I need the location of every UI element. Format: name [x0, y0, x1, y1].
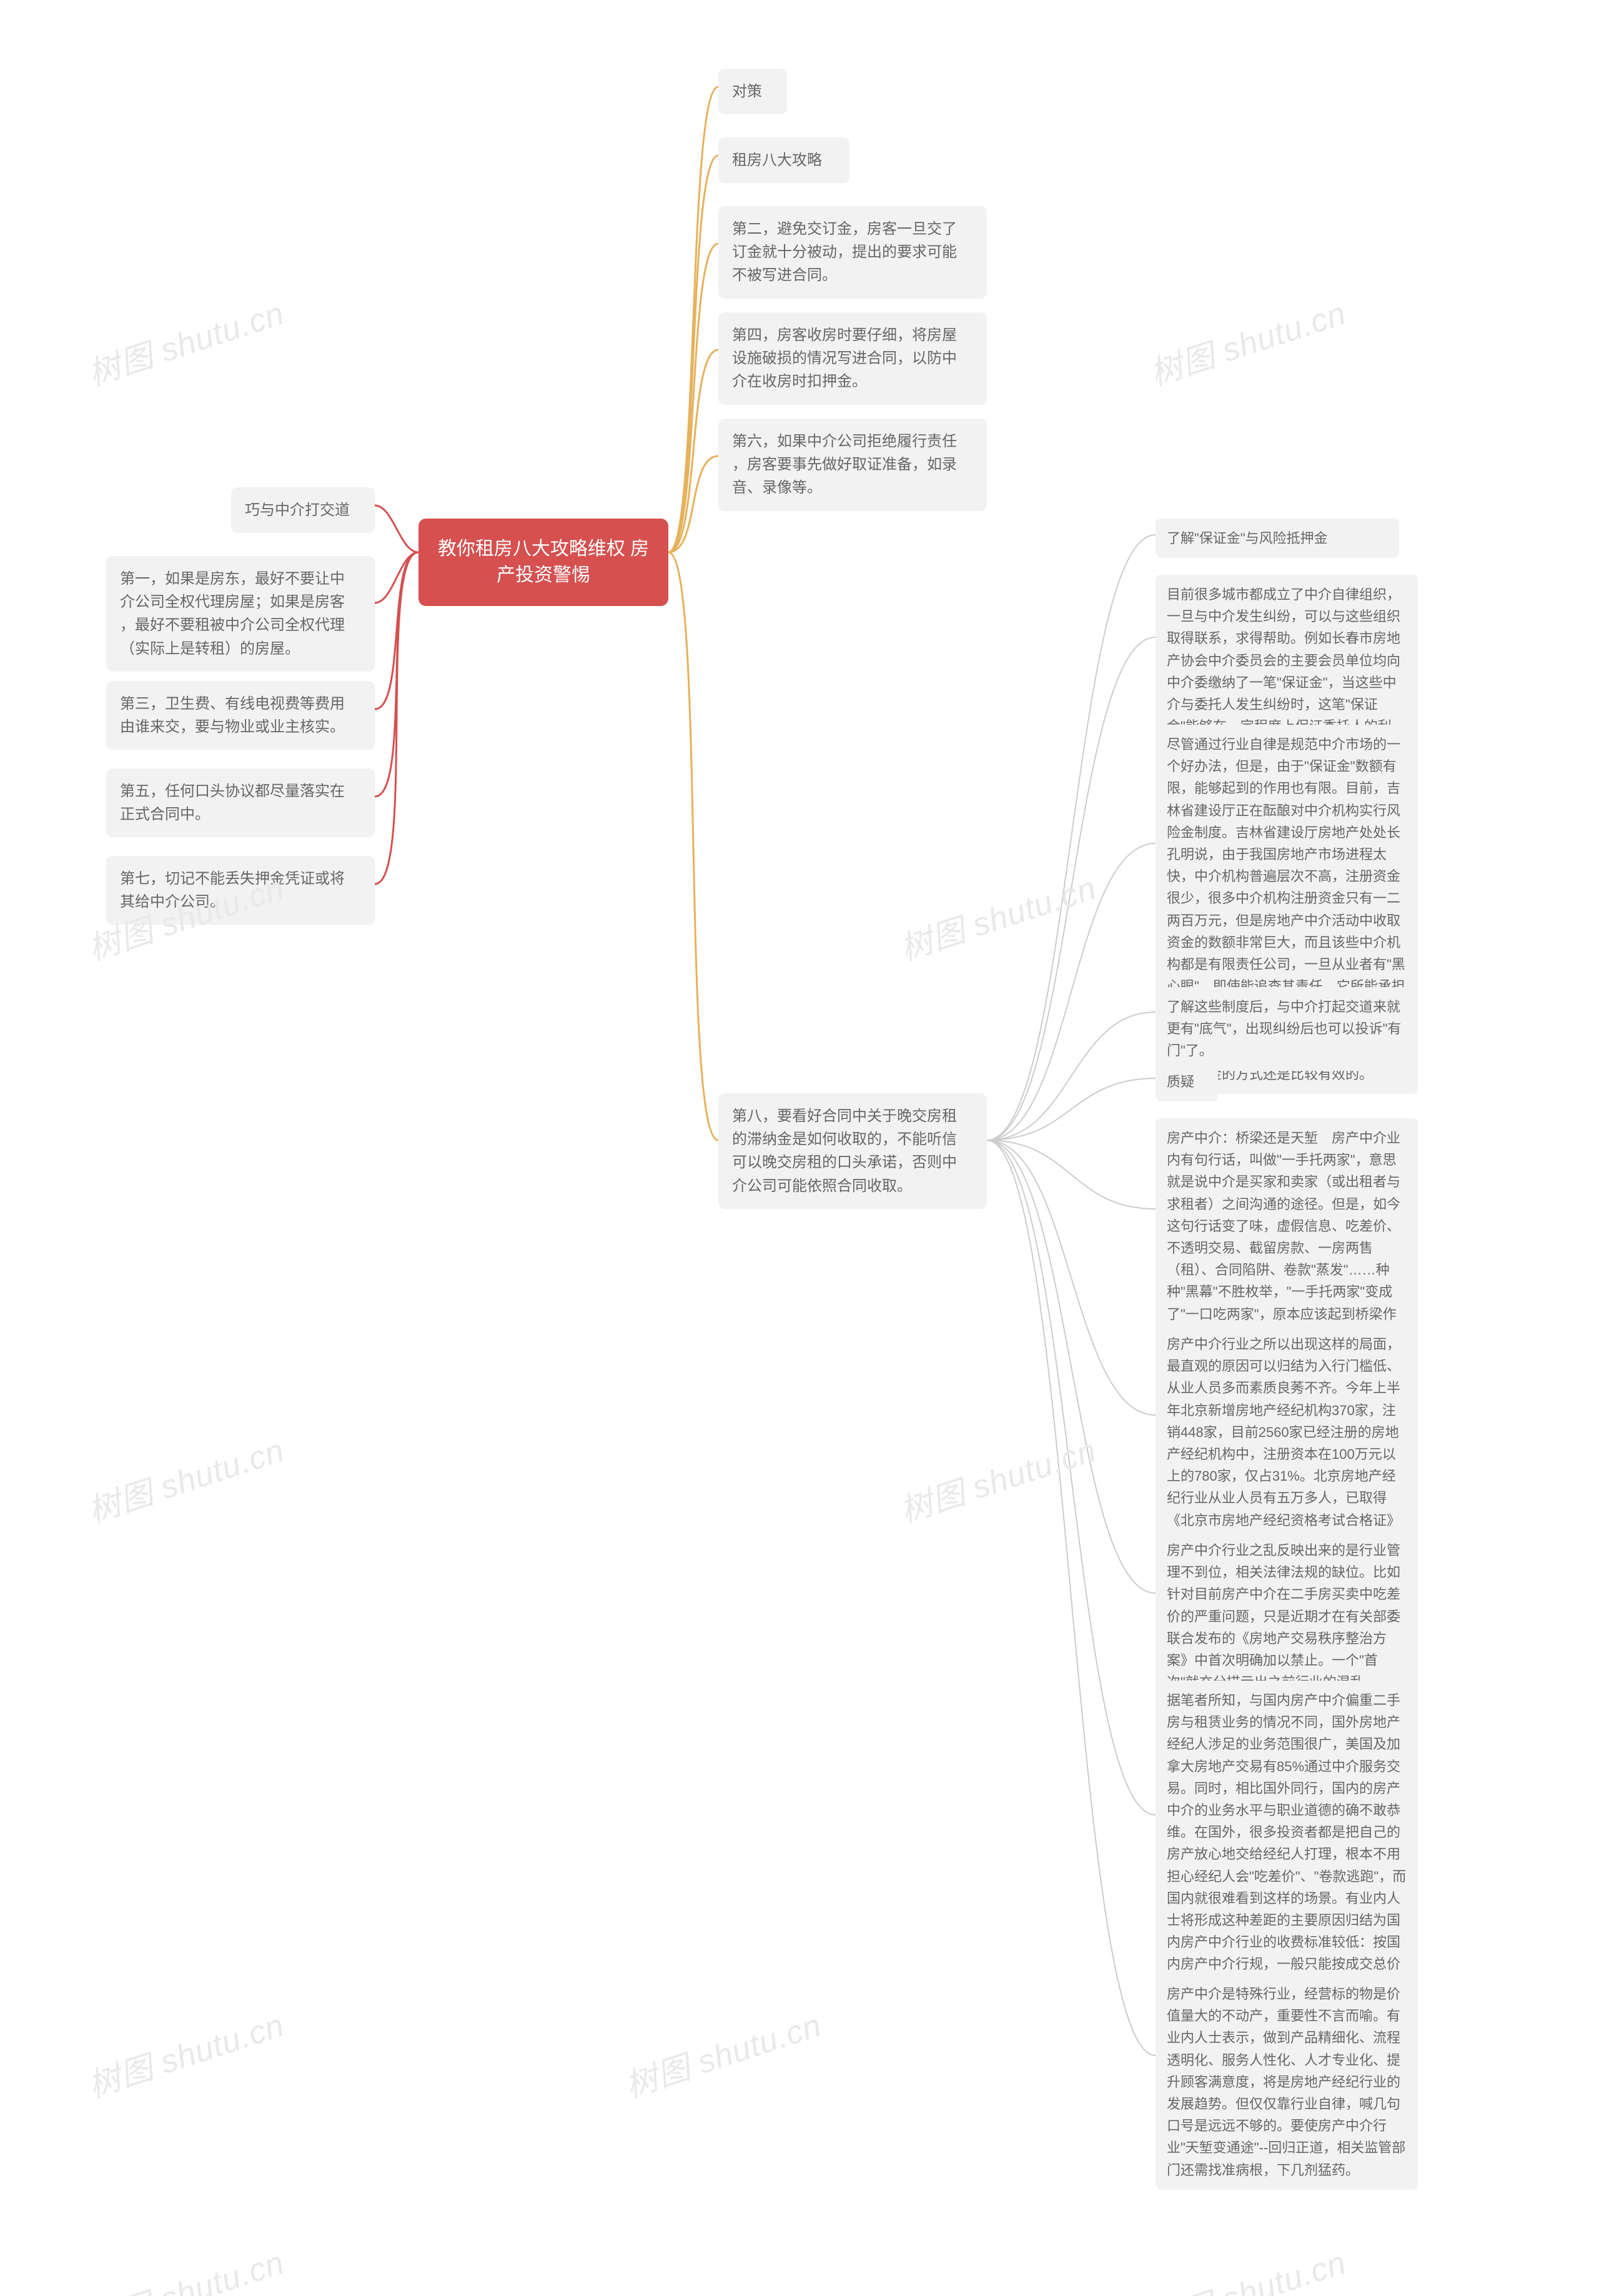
- watermark: 树图 shutu.cn: [1143, 2236, 1351, 2296]
- center-line2: 产投资警惕: [497, 565, 590, 585]
- mindmap-node: 租房八大攻略: [718, 137, 849, 183]
- mindmap-node: 巧与中介打交道: [231, 487, 375, 533]
- mindmap-node: 第四，房客收房时要仔细，将房屋设施破损的情况写进合同，以防中介在收房时扣押金。: [718, 312, 987, 405]
- mindmap-node: 质疑: [1156, 1062, 1218, 1101]
- watermark: 树图 shutu.cn: [893, 862, 1101, 969]
- watermark: 树图 shutu.cn: [81, 1999, 289, 2106]
- watermark: 树图 shutu.cn: [893, 1424, 1101, 1531]
- mindmap-node: 第三，卫生费、有线电视费等费用由谁来交，要与物业或业主核实。: [106, 681, 375, 750]
- mindmap-node: 第一，如果是房东，最好不要让中介公司全权代理房屋；如果是房客，最好不要租被中介公…: [106, 556, 375, 672]
- watermark: 树图 shutu.cn: [81, 287, 289, 394]
- watermark: 树图 shutu.cn: [81, 2236, 289, 2296]
- mindmap-node: 房产中介是特殊行业，经营标的物是价值量大的不动产，重要性不言而喻。有业内人士表示…: [1156, 1974, 1418, 2190]
- mindmap-node: 了解这些制度后，与中介打起交道来就更有"底气"，出现纠纷后也可以投诉"有门"了。: [1156, 987, 1418, 1071]
- mindmap-node: 对策: [718, 69, 787, 114]
- watermark: 树图 shutu.cn: [1143, 287, 1351, 394]
- center-node: 教你租房八大攻略维权 房 产投资警惕: [418, 519, 668, 606]
- watermark: 树图 shutu.cn: [81, 1424, 289, 1531]
- mindmap-node: 第八，要看好合同中关于晚交房租的滞纳金是如何收取的，不能听信可以晚交房租的口头承…: [718, 1093, 987, 1209]
- center-line1: 教你租房八大攻略维权 房: [438, 539, 649, 559]
- mindmap-node: 第五，任何口头协议都尽量落实在正式合同中。: [106, 768, 375, 837]
- watermark: 树图 shutu.cn: [618, 1999, 826, 2106]
- mindmap-node: 第六，如果中介公司拒绝履行责任，房客要事先做好取证准备，如录音、录像等。: [718, 419, 987, 511]
- mindmap-node: 了解"保证金"与风险抵押金: [1156, 519, 1399, 558]
- mindmap-node: 第七，切记不能丢失押金凭证或将其给中介公司。: [106, 856, 375, 925]
- mindmap-node: 第二，避免交订金，房客一旦交了订金就十分被动，提出的要求可能不被写进合同。: [718, 206, 987, 299]
- mindmap-node: 房产中介行业之乱反映出来的是行业管理不到位，相关法律法规的缺位。比如针对目前房产…: [1156, 1531, 1418, 1702]
